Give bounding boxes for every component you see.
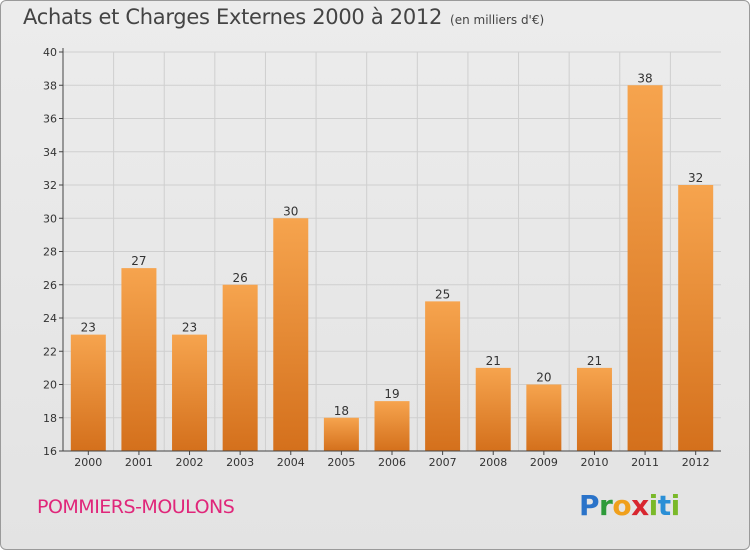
x-tick-label: 2007 bbox=[429, 456, 457, 469]
logo-letter: r bbox=[599, 489, 613, 522]
x-tick-label: 2010 bbox=[580, 456, 608, 469]
bar bbox=[678, 185, 714, 451]
bar bbox=[425, 301, 461, 451]
y-tick-label: 34 bbox=[43, 146, 57, 159]
data-label: 18 bbox=[334, 404, 349, 418]
data-label: 27 bbox=[131, 254, 146, 268]
city-name: POMMIERS-MOULONS bbox=[37, 496, 235, 518]
bar bbox=[576, 367, 612, 451]
data-label: 20 bbox=[536, 371, 551, 385]
bar bbox=[627, 85, 663, 451]
x-tick-label: 2002 bbox=[176, 456, 204, 469]
y-tick-label: 38 bbox=[43, 79, 57, 92]
x-tick-label: 2005 bbox=[327, 456, 355, 469]
y-tick-label: 36 bbox=[43, 113, 57, 126]
bar bbox=[172, 334, 208, 451]
data-label: 21 bbox=[486, 354, 501, 368]
logo-letter: i bbox=[648, 489, 659, 522]
data-label: 32 bbox=[688, 171, 703, 185]
x-tick-label: 2003 bbox=[226, 456, 254, 469]
bar bbox=[475, 367, 511, 451]
data-label: 23 bbox=[182, 321, 197, 335]
y-tick-label: 40 bbox=[43, 46, 57, 59]
axes bbox=[59, 48, 721, 455]
bar bbox=[121, 268, 157, 451]
logo-letter: t bbox=[657, 489, 671, 522]
y-tick-label: 22 bbox=[43, 345, 57, 358]
bar bbox=[222, 284, 258, 451]
x-tick-label: 2004 bbox=[277, 456, 305, 469]
x-tick-label: 2006 bbox=[378, 456, 406, 469]
data-label: 38 bbox=[637, 71, 652, 85]
logo-letter: o bbox=[612, 489, 632, 522]
y-tick-label: 20 bbox=[43, 379, 57, 392]
data-label: 26 bbox=[233, 271, 248, 285]
bar bbox=[526, 384, 562, 451]
x-tick-label: 2009 bbox=[530, 456, 558, 469]
y-tick-label: 24 bbox=[43, 312, 57, 325]
x-tick-label: 2008 bbox=[479, 456, 507, 469]
logo-letter: i bbox=[670, 489, 681, 522]
y-tick-label: 32 bbox=[43, 179, 57, 192]
x-tick-label: 2000 bbox=[74, 456, 102, 469]
bar bbox=[374, 401, 410, 451]
chart-title-text: Achats et Charges Externes 2000 à 2012 bbox=[23, 5, 443, 29]
data-label: 30 bbox=[283, 204, 298, 218]
bar bbox=[323, 417, 359, 451]
x-tick-label: 2011 bbox=[631, 456, 659, 469]
logo-letter: x bbox=[631, 489, 649, 522]
data-label: 21 bbox=[587, 354, 602, 368]
y-tick-label: 28 bbox=[43, 246, 57, 259]
y-tick-label: 30 bbox=[43, 212, 57, 225]
bar bbox=[70, 334, 106, 451]
chart-unit: (en milliers d'€) bbox=[450, 13, 545, 27]
labels: 16 18 20 22 24 26 28 30 32 34 36 38 40 23 2000 27 2001 23… bbox=[43, 46, 710, 469]
proxiti-logo: Proxiti bbox=[579, 489, 680, 522]
data-label: 19 bbox=[384, 387, 399, 401]
chart-title: Achats et Charges Externes 2000 à 2012 (e… bbox=[23, 5, 544, 29]
x-tick-label: 2001 bbox=[125, 456, 153, 469]
x-tick-label: 2012 bbox=[682, 456, 710, 469]
bar bbox=[273, 218, 309, 451]
y-tick-label: 16 bbox=[43, 445, 57, 458]
logo-letter: P bbox=[579, 489, 600, 522]
y-tick-label: 26 bbox=[43, 279, 57, 292]
data-label: 23 bbox=[81, 321, 96, 335]
y-tick-label: 18 bbox=[43, 412, 57, 425]
bars bbox=[70, 85, 714, 451]
data-label: 25 bbox=[435, 287, 450, 301]
